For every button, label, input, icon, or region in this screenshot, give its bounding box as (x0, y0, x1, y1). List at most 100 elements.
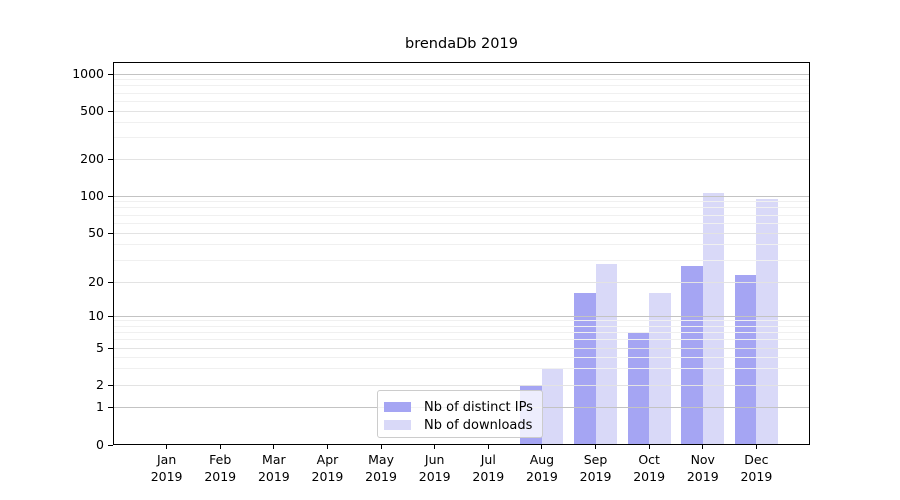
y-tick-label: 100 (80, 188, 104, 203)
x-tick-year: 2019 (418, 468, 451, 484)
x-tick-mark (434, 445, 436, 449)
x-tick-year: 2019 (257, 468, 290, 484)
y-tick-label: 200 (80, 151, 104, 166)
x-tick-mark (219, 445, 221, 449)
grid-line-minor (113, 356, 810, 358)
plot-border (113, 62, 810, 445)
grid-line-minor (113, 325, 810, 327)
x-tick-label: Feb 2019 (188, 452, 252, 485)
x-tick-label: Mar 2019 (242, 452, 306, 485)
y-tick-mark (108, 406, 113, 408)
x-tick-year: 2019 (472, 468, 505, 484)
bar-ips-dec (734, 274, 757, 445)
x-tick-label: Apr 2019 (295, 452, 359, 485)
x-tick-label: Jan 2019 (135, 452, 199, 485)
grid-line-minor (113, 79, 810, 81)
plot-area (113, 62, 810, 445)
x-tick-mark (702, 445, 704, 449)
x-tick-year: 2019 (579, 468, 612, 484)
x-tick-year: 2019 (150, 468, 183, 484)
legend-swatch-distinct-ips (384, 402, 411, 412)
x-tick-month: Aug (529, 452, 555, 467)
y-tick-mark (108, 195, 113, 197)
grid-line-decade (113, 73, 810, 75)
bar-downloads-sep (595, 264, 618, 445)
x-tick-month: Dec (744, 452, 769, 467)
x-tick-year: 2019 (686, 468, 719, 484)
y-tick-label: 500 (80, 103, 104, 118)
x-tick-month: Jun (424, 452, 445, 467)
grid-line-minor (113, 259, 810, 261)
x-tick-year: 2019 (311, 468, 344, 484)
grid-line-sub (113, 110, 810, 112)
grid-line-minor (113, 207, 810, 209)
grid-line-minor (113, 100, 810, 102)
y-tick-mark (108, 158, 113, 160)
y-tick-label: 0 (96, 437, 104, 452)
grid-line-minor (113, 339, 810, 341)
x-tick-month: Nov (690, 452, 715, 467)
y-tick-mark (108, 347, 113, 349)
grid-line-sub (113, 232, 810, 234)
y-tick-label: 1 (96, 399, 104, 414)
grid-line-minor (113, 331, 810, 333)
y-tick-mark (108, 281, 113, 283)
grid-line-minor (113, 92, 810, 94)
y-tick-label: 1000 (72, 66, 104, 81)
x-tick-mark (273, 445, 275, 449)
x-tick-month: Oct (638, 452, 660, 467)
legend-item-distinct-ips: Nb of distinct IPs (384, 398, 542, 416)
x-tick-month: Jul (480, 452, 496, 467)
bar-ips-oct (627, 332, 650, 445)
x-tick-mark (487, 445, 489, 449)
grid-line-sub (113, 158, 810, 160)
y-tick-label: 50 (88, 225, 104, 240)
legend-label-distinct-ips: Nb of distinct IPs (424, 399, 533, 415)
chart-title: brendaDb 2019 (405, 36, 518, 52)
x-tick-label: Aug 2019 (510, 452, 574, 485)
x-tick-label: Jun 2019 (403, 452, 467, 485)
legend-item-downloads: Nb of downloads (384, 416, 542, 434)
x-tick-mark (541, 445, 543, 449)
x-tick-mark (755, 445, 757, 449)
y-tick-mark (108, 315, 113, 317)
y-tick-label: 20 (88, 274, 104, 289)
grid-line-minor (113, 137, 810, 139)
x-tick-year: 2019 (740, 468, 773, 484)
y-tick-mark (108, 444, 113, 446)
x-tick-mark (166, 445, 168, 449)
grid-line-minor (113, 214, 810, 216)
x-tick-month: Apr (316, 452, 339, 467)
grid-line-sub (113, 347, 810, 349)
x-tick-mark (648, 445, 650, 449)
grid-line-minor (113, 85, 810, 87)
grid-line-minor (113, 122, 810, 124)
x-tick-mark (380, 445, 382, 449)
x-tick-month: May (368, 452, 394, 467)
grid-line-minor (113, 201, 810, 203)
x-tick-label: Nov 2019 (671, 452, 735, 485)
x-tick-label: Dec 2019 (724, 452, 788, 485)
x-tick-month: Jan (156, 452, 177, 467)
x-tick-mark (595, 445, 597, 449)
grid-line-minor (113, 222, 810, 224)
y-tick-label: 10 (88, 308, 104, 323)
grid-line-minor (113, 244, 810, 246)
x-tick-year: 2019 (633, 468, 666, 484)
x-tick-label: Jul 2019 (456, 452, 520, 485)
x-tick-label: Sep 2019 (564, 452, 628, 485)
y-tick-mark (108, 110, 113, 112)
legend-swatch-downloads (384, 420, 411, 430)
y-tick-mark (108, 232, 113, 234)
legend: Nb of distinct IPs Nb of downloads (377, 390, 543, 438)
legend-label-downloads: Nb of downloads (424, 417, 533, 433)
grid-line-decade (113, 315, 810, 317)
x-tick-year: 2019 (204, 468, 237, 484)
bar-downloads-nov (702, 193, 725, 445)
y-tick-mark (108, 384, 113, 386)
y-tick-label: 5 (96, 340, 104, 355)
grid-line-sub (113, 384, 810, 386)
x-tick-label: Oct 2019 (617, 452, 681, 485)
grid-line-decade (113, 195, 810, 197)
